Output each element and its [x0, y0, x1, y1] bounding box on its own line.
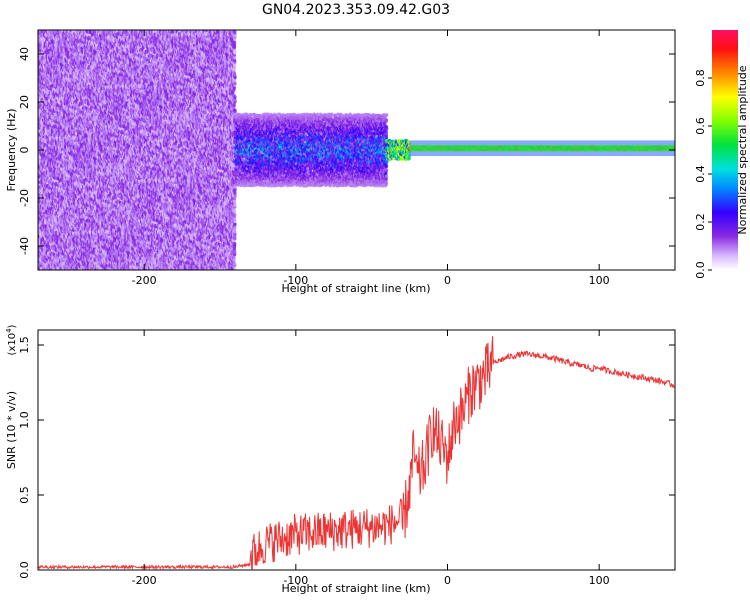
figure-title: GN04.2023.353.09.42.G03 — [262, 2, 450, 18]
heatmap-cells — [36, 28, 676, 272]
